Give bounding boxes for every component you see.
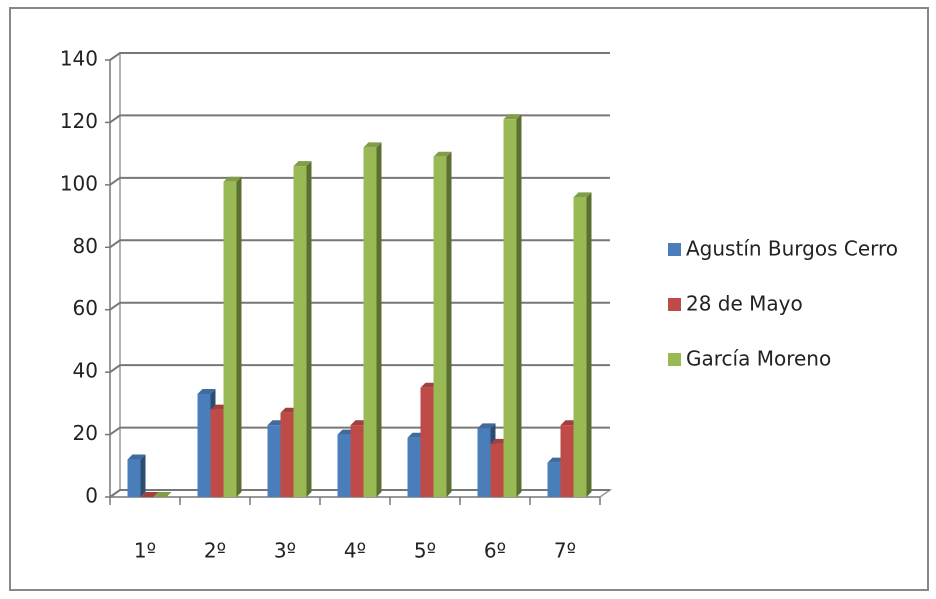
legend-label: 28 de Mayo — [686, 292, 803, 316]
bar — [350, 425, 364, 497]
bar — [293, 166, 307, 497]
y-tick-label: 60 — [73, 296, 98, 320]
legend-swatch — [668, 353, 681, 366]
bar — [477, 428, 491, 497]
bar — [337, 434, 351, 497]
bar — [363, 147, 377, 497]
legend-label: Agustín Burgos Cerro — [686, 237, 898, 261]
bar-side — [376, 142, 382, 497]
bar — [197, 393, 211, 497]
bar-top — [197, 388, 216, 394]
bar — [223, 181, 237, 497]
bar — [210, 409, 224, 497]
bar — [407, 437, 421, 497]
bar-side — [586, 192, 592, 498]
y-tick-label: 40 — [73, 359, 98, 383]
bar — [573, 197, 587, 498]
bar-top — [503, 114, 522, 120]
bar — [267, 425, 281, 497]
y-tick-label: 140 — [60, 47, 98, 71]
bar — [420, 387, 434, 497]
bar-top — [433, 151, 452, 157]
bar — [490, 443, 504, 497]
bar-top — [573, 192, 592, 198]
bar-top — [293, 161, 312, 167]
bar — [127, 459, 141, 497]
bar-top — [153, 492, 172, 497]
bar-side — [140, 454, 146, 497]
x-tick-label: 7º — [554, 539, 576, 563]
bar-top — [477, 423, 496, 429]
bar-top — [223, 176, 242, 182]
y-tick-label: 120 — [60, 109, 98, 133]
legend-label: García Moreno — [686, 347, 831, 371]
bar-side — [306, 161, 312, 497]
bar — [560, 425, 574, 497]
y-tick-label: 20 — [73, 421, 98, 445]
bar — [280, 412, 294, 497]
bar-top — [127, 454, 146, 460]
y-tick-label: 100 — [60, 171, 98, 195]
bar-side — [516, 114, 522, 498]
bar-top — [363, 142, 382, 148]
grid-line — [109, 114, 610, 124]
bar-side — [236, 176, 242, 497]
x-tick-label: 5º — [414, 539, 436, 563]
y-tick-label: 0 — [85, 484, 98, 508]
legend-swatch — [668, 298, 681, 311]
bar-side — [446, 151, 452, 497]
bar — [503, 119, 517, 498]
bar — [433, 156, 447, 497]
bar-top — [140, 492, 159, 497]
y-tick-label: 80 — [73, 234, 98, 258]
x-tick-label: 4º — [344, 539, 366, 563]
grid-line — [109, 52, 610, 61]
x-tick-label: 1º — [134, 539, 156, 563]
legend-swatch — [668, 243, 681, 256]
x-tick-label: 3º — [274, 539, 296, 563]
x-tick-label: 2º — [204, 539, 226, 563]
x-tick-label: 6º — [484, 539, 506, 563]
bar — [547, 462, 561, 497]
